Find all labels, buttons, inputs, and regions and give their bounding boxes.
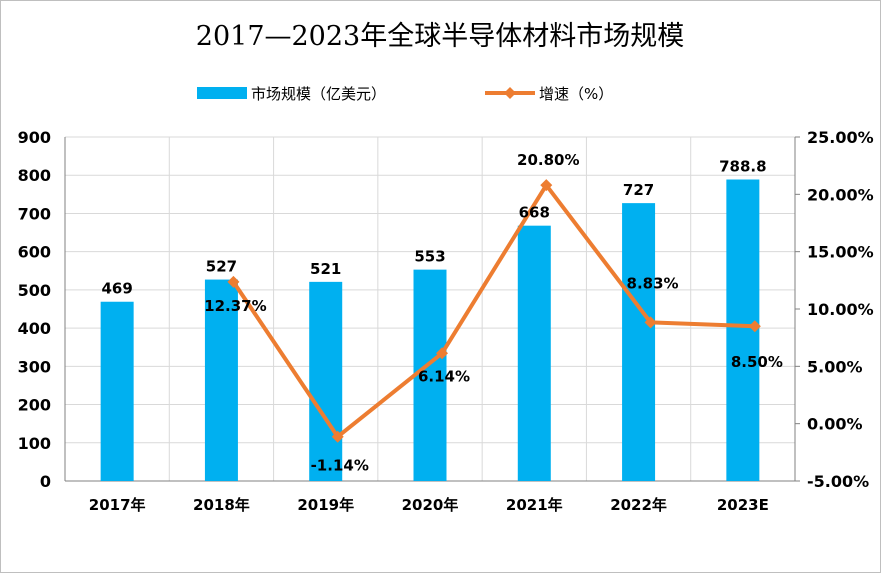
bar: [100, 301, 134, 481]
y-right-tick-label: 15.00%: [807, 243, 874, 262]
bar-value-label: 521: [310, 260, 341, 278]
y-left-tick-label: 700: [18, 204, 51, 223]
x-tick-label: 2019年: [297, 496, 354, 514]
y-right-tick-label: -5.00%: [807, 472, 869, 491]
bar: [517, 225, 551, 481]
y-left-tick-label: 200: [18, 396, 51, 415]
growth-value-label: -1.14%: [311, 457, 369, 475]
y-left-tick-label: 0: [40, 472, 51, 491]
bar-value-label: 788.8: [719, 158, 766, 176]
growth-line: [231, 183, 755, 439]
bar-series: [100, 179, 760, 481]
y-right-tick-label: 0.00%: [807, 415, 863, 434]
growth-marker: [331, 430, 344, 443]
y-left-tick-label: 300: [18, 357, 51, 376]
growth-value-label: 20.80%: [517, 151, 579, 169]
x-tick-label: 2018年: [193, 496, 250, 514]
legend-line-marker: [504, 87, 516, 99]
growth-value-label: 12.37%: [204, 297, 266, 315]
x-tick-label: 2021年: [506, 496, 563, 514]
growth-marker: [227, 275, 240, 288]
y-right-tick-label: 20.00%: [807, 185, 874, 204]
legend-bar-swatch: [197, 87, 247, 99]
legend-line-label: 增速（%）: [539, 85, 613, 103]
y-left-tick-label: 500: [18, 281, 51, 300]
x-tick-label: 2020年: [402, 496, 459, 514]
bar-value-label: 553: [414, 248, 445, 266]
growth-value-label: 6.14%: [418, 367, 470, 385]
bar: [413, 269, 447, 481]
legend-bar-label: 市场规模（亿美元）: [251, 85, 386, 103]
bar: [204, 279, 238, 481]
bar: [622, 203, 656, 481]
y-left-tick-label: 900: [18, 128, 51, 147]
y-right-tick-label: 5.00%: [807, 357, 863, 376]
growth-marker: [540, 179, 553, 192]
bar-value-label: 727: [623, 181, 654, 199]
x-tick-label: 2017年: [89, 496, 146, 514]
y-left-tick-label: 400: [18, 319, 51, 338]
y-right-tick-label: 25.00%: [807, 128, 874, 147]
chart-title: 2017—2023年全球半导体材料市场规模: [196, 21, 684, 52]
x-tick-label: 2023E: [717, 496, 769, 514]
y-left-tick-label: 600: [18, 243, 51, 262]
data-labels: 469 527 521 553 668 727 788.8 12.37% -1.14% 6.14%…: [101, 151, 782, 475]
growth-marker: [748, 320, 761, 333]
growth-value-label: 8.50%: [731, 353, 783, 371]
growth-marker: [436, 347, 448, 360]
x-tick-label: 2022年: [610, 496, 667, 514]
axes: 0 100 200 300 400 500 600 700 800 900 -5.00% 0.00% 5…: [18, 128, 874, 514]
y-left-tick-label: 100: [18, 434, 51, 453]
bar-value-label: 469: [101, 280, 132, 298]
bar-value-label: 527: [206, 258, 237, 276]
grid: [64, 136, 796, 481]
line-series: [227, 179, 761, 443]
growth-value-label: 8.83%: [627, 274, 679, 292]
growth-marker: [644, 316, 657, 329]
bar-value-label: 668: [519, 204, 550, 222]
y-left-tick-label: 800: [18, 166, 51, 185]
y-right-tick-label: 10.00%: [807, 300, 874, 319]
legend: 市场规模（亿美元） 增速（%）: [197, 85, 613, 103]
bar: [309, 281, 343, 481]
